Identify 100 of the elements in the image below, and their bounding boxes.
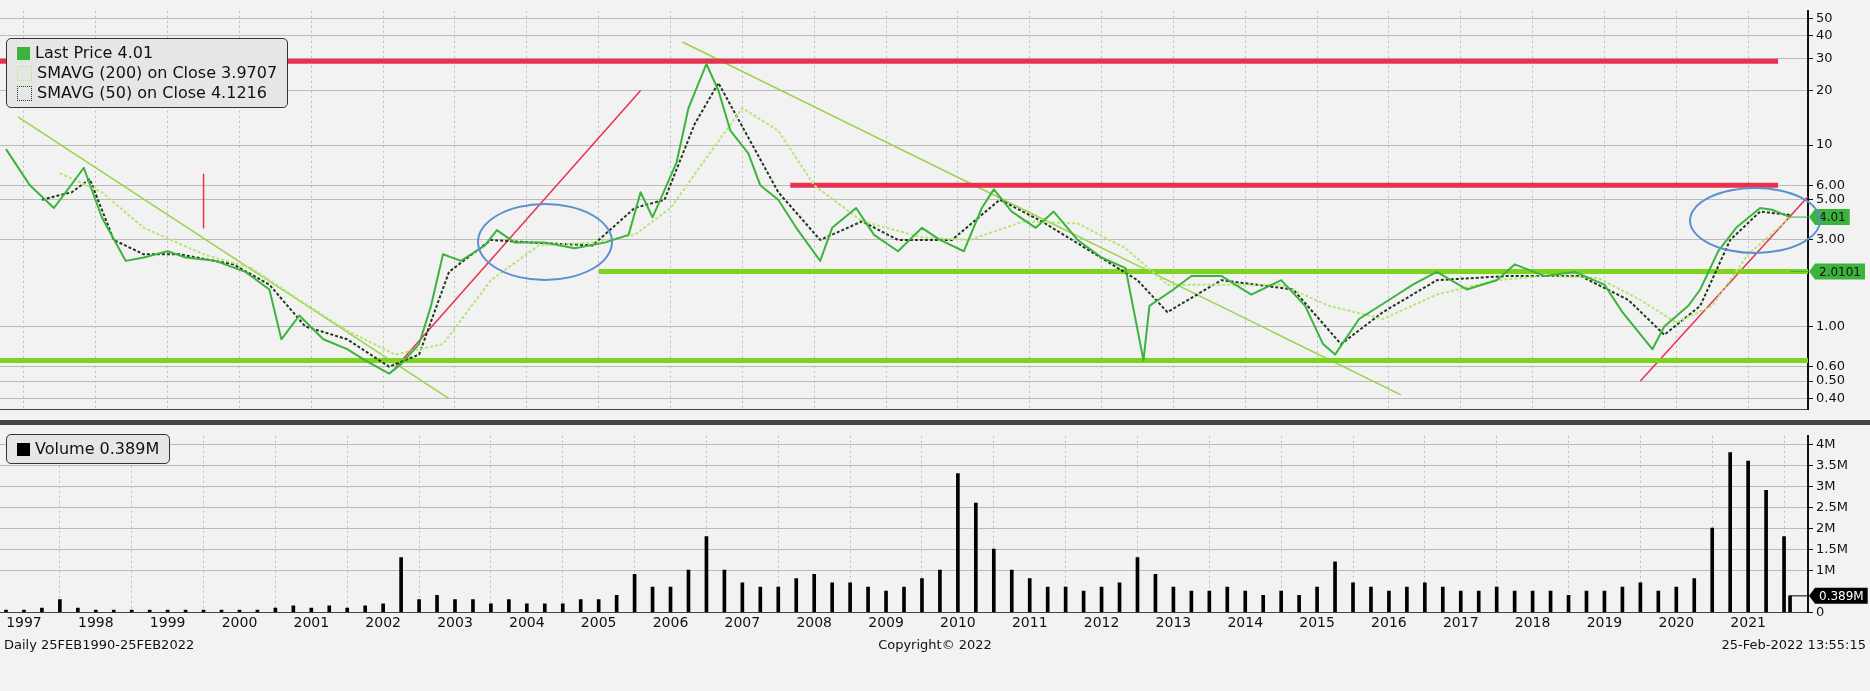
bar <box>1674 586 1679 613</box>
y-tick-label: 2M <box>1816 519 1836 535</box>
bar <box>40 607 44 613</box>
bar <box>453 599 457 613</box>
x-tick-label: 1997 <box>6 614 42 631</box>
bar <box>363 605 368 613</box>
y-tick-label: 3.5M <box>1816 456 1848 472</box>
bar <box>1692 578 1697 613</box>
bar <box>1207 590 1212 613</box>
bar <box>381 603 385 613</box>
bar <box>1764 490 1768 613</box>
bar <box>884 590 888 613</box>
x-tick-label: 2001 <box>293 614 330 631</box>
bar <box>1405 586 1409 613</box>
y-tick-label: 0.60 <box>1816 358 1845 374</box>
bar <box>1351 582 1355 613</box>
bar <box>1225 586 1230 613</box>
annotation: 2.0101 <box>1819 264 1861 279</box>
x-tick-label: 2003 <box>437 614 473 631</box>
bar <box>542 603 547 613</box>
bar <box>435 595 439 613</box>
x-tick-label: 2002 <box>365 614 401 631</box>
bar <box>525 603 529 613</box>
bar <box>76 607 80 613</box>
bar <box>956 473 960 613</box>
bar <box>812 574 817 613</box>
bar <box>920 578 924 613</box>
bar <box>1476 590 1481 613</box>
x-tick-label: 2020 <box>1658 614 1695 631</box>
y-tick-label: 5.00 <box>1816 191 1845 207</box>
x-tick-label: 1998 <box>77 614 114 631</box>
bar <box>1494 586 1499 613</box>
bar <box>1423 582 1427 613</box>
x-tick-label: 2015 <box>1299 614 1335 631</box>
bar <box>1458 590 1463 613</box>
y-tick-label: 3M <box>1816 477 1836 493</box>
legend-label: Volume 0.389M <box>35 439 160 459</box>
x-tick-label: 2000 <box>221 614 258 631</box>
annotation: 0.389M <box>1819 588 1864 603</box>
bar <box>1387 590 1391 613</box>
y-tick-label: 1.5M <box>1816 540 1848 556</box>
legend-label: SMAVG (200) on Close 3.9707 <box>37 63 278 83</box>
bar <box>1782 536 1786 613</box>
bar <box>1045 586 1050 613</box>
bar <box>578 599 583 613</box>
bar <box>345 607 350 613</box>
y-tick-label: 20 <box>1816 81 1833 97</box>
x-tick-label: 2012 <box>1083 614 1120 631</box>
bar <box>1027 578 1032 613</box>
y-tick-label: 1M <box>1816 561 1836 577</box>
bar <box>776 586 781 613</box>
bar <box>58 599 62 613</box>
x-tick-label: 2009 <box>868 614 904 631</box>
legend-label: Last Price 4.01 <box>35 43 154 63</box>
bar <box>22 609 26 613</box>
x-tick-label: 2008 <box>796 614 833 631</box>
bar <box>1369 586 1373 613</box>
y-tick-label: 0 <box>1816 603 1825 619</box>
bar <box>1728 452 1732 613</box>
x-tick-label: 2011 <box>1011 614 1048 631</box>
bar <box>4 609 8 613</box>
bar <box>1440 586 1445 613</box>
x-tick-label: 2016 <box>1371 614 1407 631</box>
bar <box>489 603 493 613</box>
bar <box>471 599 475 613</box>
x-tick-label: 2010 <box>940 614 976 631</box>
x-tick-label: 2019 <box>1586 614 1623 631</box>
bar <box>974 502 978 613</box>
y-tick-label: 1.00 <box>1816 317 1845 333</box>
bar <box>327 605 332 613</box>
x-tick-label: 1999 <box>149 614 186 631</box>
bar <box>1297 595 1301 613</box>
x-tick-label: 2021 <box>1730 614 1766 631</box>
y-tick-label: 10 <box>1816 136 1833 152</box>
bar <box>830 582 834 613</box>
y-tick-label: 0.40 <box>1816 390 1845 406</box>
x-tick-label: 2017 <box>1442 614 1479 631</box>
x-tick-label: 2005 <box>580 614 617 631</box>
bar <box>399 557 403 613</box>
bar <box>758 586 763 613</box>
y-tick-label: 0.50 <box>1816 372 1845 388</box>
y-tick-label: 2.5M <box>1816 498 1848 514</box>
bar <box>794 578 799 613</box>
bar <box>1710 527 1715 613</box>
bar <box>1333 561 1337 613</box>
text: 25-Feb-2022 13:55:15 <box>1721 637 1866 652</box>
bar <box>1261 595 1266 613</box>
bar <box>560 603 565 613</box>
y-tick-label: 30 <box>1816 49 1833 65</box>
bar <box>1746 460 1750 613</box>
y-tick-label: 3.00 <box>1816 231 1845 247</box>
x-tick-label: 2006 <box>652 614 689 631</box>
bar <box>1279 590 1283 613</box>
bar <box>1315 586 1319 613</box>
bar <box>991 548 996 613</box>
bar <box>417 599 421 613</box>
annotation: 4.01 <box>1819 210 1846 225</box>
x-tick-label: 2004 <box>509 614 545 631</box>
y-tick-label: 4M <box>1816 435 1836 451</box>
bar <box>93 609 98 613</box>
